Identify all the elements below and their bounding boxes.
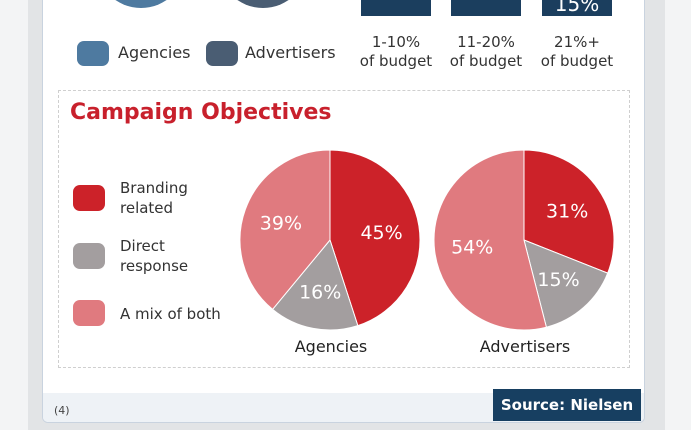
pie-slice [271,238,359,331]
budget-label: 1-10% of budget [351,33,441,71]
legend-label-branding: Branding related [120,178,188,218]
budget-range: 21%+ [554,33,600,51]
legend-text: Branding [120,179,188,197]
legend-text: Direct [120,237,165,255]
legend-label-direct: Direct response [120,236,188,276]
pie-slice-label: 31% [546,201,588,223]
pie-slice [329,149,421,327]
legend-label-mix: A mix of both [120,305,221,323]
infographic-card: 15% Agencies Advertisers 1-10% of budget … [42,0,645,423]
budget-bar [361,0,431,16]
pie-slice-label: 39% [260,212,302,234]
advertisers-circle [218,0,308,8]
budget-suffix: of budget [540,52,614,70]
pie-charts: 45% 16% 39% 31% 15% 54% [239,149,615,331]
pie-label-advertisers: Advertisers [479,337,571,356]
page-number: (4) [54,404,70,417]
advertisers-legend-swatch [206,41,238,66]
chart-title: Campaign Objectives [70,100,332,125]
pie-slice-label: 16% [299,281,341,303]
pie-slice-label: 15% [537,269,579,291]
agencies-legend-label: Agencies [118,43,191,62]
budget-range: 1-10% [371,33,421,51]
legend-text: related [120,199,174,217]
pie-slice [433,149,547,331]
campaign-objectives-panel [58,90,630,368]
agencies-circle [96,0,186,8]
budget-label: 21%+ of budget [532,33,622,71]
pie-slice [523,149,615,274]
legend-swatch-direct [73,243,105,269]
legend-swatch-mix [73,300,105,326]
bar-label: 15% [554,0,600,16]
pie-slice-label: 54% [451,237,493,259]
budget-suffix: of budget [359,52,433,70]
pie-slice [239,149,331,311]
budget-label: 11-20% of budget [441,33,531,71]
advertisers-legend-label: Advertisers [245,43,336,62]
agencies-legend-swatch [77,41,109,66]
legend-text: response [120,257,189,275]
budget-suffix: of budget [449,52,523,70]
pie-slice [523,239,609,328]
source-badge: Source: Nielsen [493,389,641,421]
budget-bar: 15% [542,0,612,16]
budget-bar [451,0,521,16]
legend-swatch-branding [73,185,105,211]
pie-label-agencies: Agencies [294,337,368,356]
pie-slice-label: 45% [360,222,402,244]
budget-range: 11-20% [457,33,515,51]
